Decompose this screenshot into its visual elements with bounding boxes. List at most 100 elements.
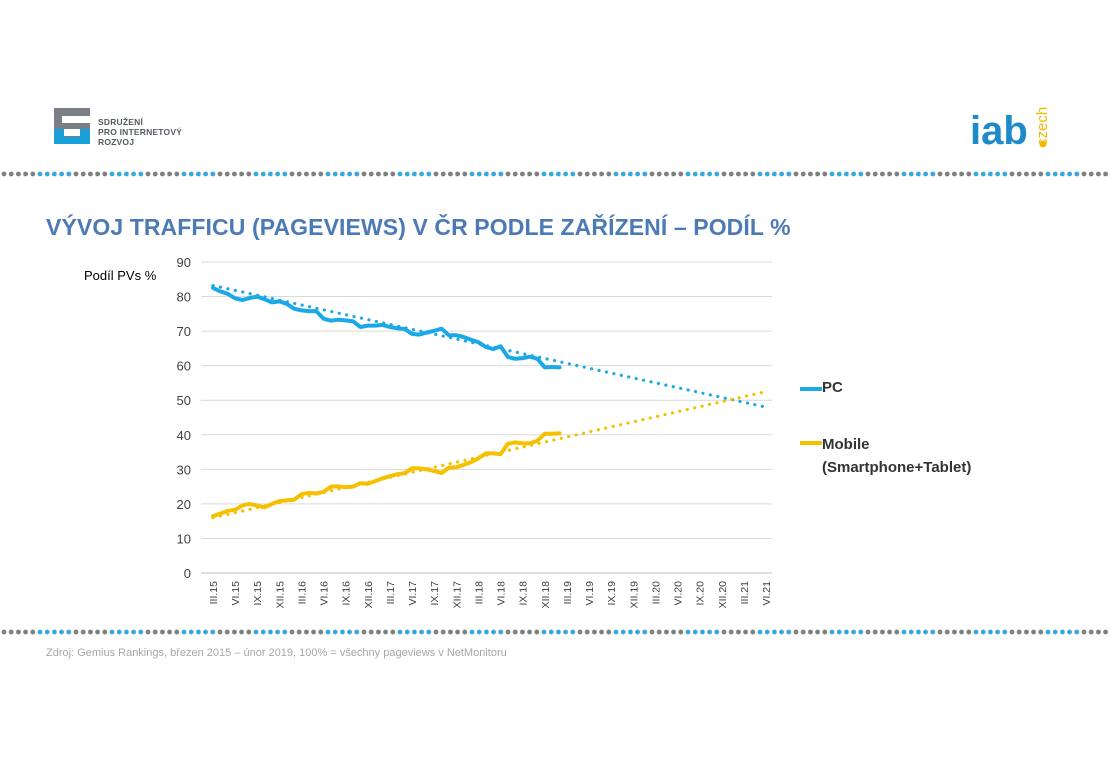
separator-dot	[116, 171, 122, 177]
x-tick-label: VI.21	[761, 581, 773, 606]
spir-logo: SDRUŽENÍ PRO INTERNETOVÝ ROZVOJ	[52, 106, 212, 152]
separator-dot	[966, 171, 972, 177]
separator-dot	[692, 629, 698, 635]
separator-dot	[865, 171, 871, 177]
separator-dot	[167, 171, 173, 177]
separator-dot	[757, 171, 763, 177]
separator-dot	[498, 629, 504, 635]
separator-dot	[347, 171, 352, 177]
separator-dot	[1045, 171, 1051, 177]
separator-dot	[793, 629, 799, 635]
separator-dot	[1081, 171, 1087, 177]
separator-dot	[988, 171, 993, 177]
separator-dot	[678, 629, 684, 635]
separator-dot	[527, 629, 532, 635]
y-tick-labels: 0 10 20 30 40 50 60 70 80 90	[177, 255, 191, 581]
separator-dot	[73, 171, 79, 177]
separator-dot	[160, 171, 165, 177]
separator-dot	[217, 171, 223, 177]
legend-label-mobile: Mobile (Smartphone+Tablet)	[822, 433, 971, 479]
separator-dot	[152, 171, 158, 177]
separator-dot	[325, 171, 331, 177]
separator-dot	[541, 171, 547, 177]
separator-dot	[570, 629, 576, 635]
separator-dot	[923, 629, 928, 635]
separator-dot	[419, 171, 424, 177]
separator-dot	[606, 629, 612, 635]
x-tick-label: VI.17	[407, 581, 419, 606]
separator-dot	[1002, 629, 1008, 635]
separator-dot	[304, 171, 309, 177]
separator-dot	[628, 171, 633, 177]
separator-dot	[736, 629, 741, 635]
separator-dot	[505, 171, 511, 177]
separator-dot	[793, 171, 799, 177]
separator-dot	[916, 629, 921, 635]
separator-dot	[390, 171, 396, 177]
separator-dot	[570, 171, 576, 177]
separator-dot	[772, 171, 777, 177]
separator-dot	[671, 171, 676, 177]
separator-dot	[138, 629, 144, 635]
separator-dot	[325, 629, 331, 635]
separator-dot	[491, 171, 496, 177]
separator-dot	[952, 629, 957, 635]
separator-dot	[296, 171, 302, 177]
separator-dot	[440, 171, 446, 177]
separator-dot	[368, 629, 374, 635]
separator-dot	[628, 629, 633, 635]
separator-dot	[901, 171, 907, 177]
separator-dot	[642, 629, 648, 635]
y-tick-label: 30	[177, 462, 191, 477]
separator-dot	[995, 171, 1000, 177]
separator-dot	[8, 171, 14, 177]
separator-dot	[887, 171, 892, 177]
separator-dot	[1002, 171, 1008, 177]
separator-dot	[404, 171, 410, 177]
separator-dot	[160, 629, 165, 635]
separator-dot	[1, 171, 7, 177]
separator-dot	[1074, 171, 1080, 177]
x-tick-label: XII.19	[628, 581, 640, 609]
separator-dot	[1060, 171, 1065, 177]
separator-dot	[116, 629, 122, 635]
separator-dot	[700, 629, 705, 635]
separator-dot	[52, 629, 57, 635]
separator-dot	[649, 171, 655, 177]
separator-dot	[512, 629, 518, 635]
separator-dot	[109, 171, 115, 177]
separator-dot	[822, 171, 828, 177]
separator-dot	[361, 171, 367, 177]
separator-dot	[484, 171, 489, 177]
x-tick-label: IX.15	[252, 581, 264, 606]
separator-dot	[1088, 629, 1094, 635]
separator-dot	[728, 171, 734, 177]
separator-dot	[995, 629, 1000, 635]
separator-dot	[131, 171, 137, 177]
separator-dot	[174, 629, 180, 635]
separator-dot	[520, 629, 525, 635]
separator-dot	[376, 629, 381, 635]
separator-dot	[548, 171, 554, 177]
spir-logo-mark	[54, 108, 90, 144]
separator-dot	[714, 629, 720, 635]
legend-swatch-pc	[800, 387, 822, 391]
separator-dot	[246, 171, 252, 177]
separator-dot	[210, 629, 216, 635]
separator-dot	[397, 171, 403, 177]
separator-dot	[196, 171, 201, 177]
separator-dot	[642, 171, 648, 177]
separator-dot	[527, 171, 532, 177]
separator-dot	[340, 629, 345, 635]
separator-dot	[476, 629, 482, 635]
separator-dot	[556, 629, 561, 635]
separator-dot	[311, 629, 316, 635]
separator-dot	[815, 171, 820, 177]
separator-dot	[1045, 629, 1051, 635]
separator-dot	[520, 171, 525, 177]
chart-grid	[201, 261, 772, 574]
spir-logo-line: ROZVOJ	[98, 137, 135, 147]
separator-dot	[584, 629, 590, 635]
y-axis-label: Podíl PVs %	[84, 268, 157, 283]
